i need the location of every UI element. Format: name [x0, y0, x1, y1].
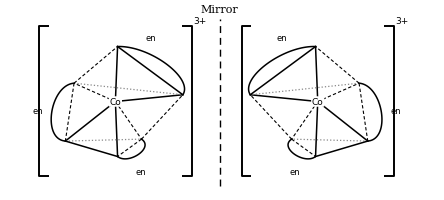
Text: Co: Co: [110, 98, 121, 106]
Text: Mirror: Mirror: [201, 5, 239, 15]
Text: en: en: [289, 167, 300, 176]
Text: en: en: [32, 106, 43, 115]
Text: 3+: 3+: [193, 17, 206, 26]
Text: en: en: [135, 167, 146, 176]
Text: en: en: [390, 106, 401, 115]
Text: en: en: [277, 34, 287, 42]
Text: 3+: 3+: [395, 17, 408, 26]
Text: en: en: [146, 34, 156, 42]
Text: Co: Co: [312, 98, 324, 106]
